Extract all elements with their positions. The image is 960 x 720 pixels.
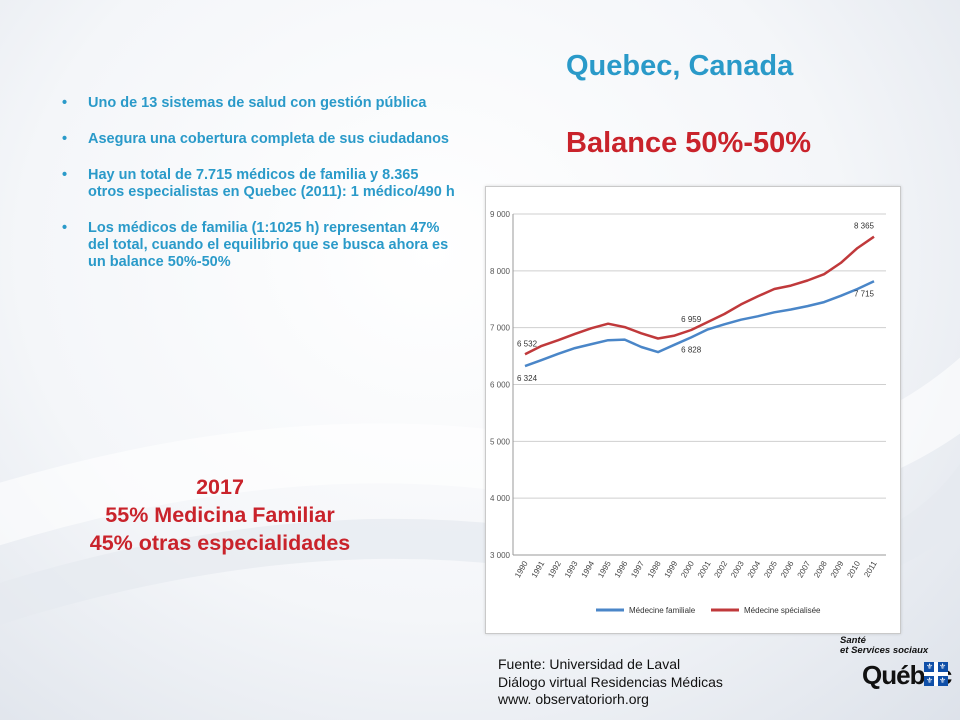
- slide-subtitle: Balance 50%-50%: [566, 127, 812, 159]
- slide-title: Quebec, Canada: [566, 50, 794, 82]
- x-tick-label: 1998: [646, 559, 663, 579]
- source-line: www. observatoriorh.org: [498, 691, 649, 707]
- highlight-year: 2017: [196, 475, 244, 499]
- y-tick-label: 5 000: [490, 437, 511, 446]
- x-tick-label: 2001: [696, 559, 713, 579]
- x-tick-label: 2008: [812, 559, 829, 579]
- y-tick-label: 9 000: [490, 210, 511, 219]
- quebec-logo: Santé et Services sociaux Québec ⚜ ⚜ ⚜ ⚜: [840, 636, 952, 692]
- x-tick-label: 1994: [580, 559, 597, 579]
- y-tick-label: 7 000: [490, 324, 511, 333]
- bullet-marker: •: [62, 167, 68, 183]
- x-tick-label: 2002: [712, 559, 729, 579]
- data-label: 6 324: [517, 374, 538, 383]
- bullet-marker: •: [62, 131, 68, 147]
- bullet-text: Uno de 13 sistemas de salud con gestión …: [88, 95, 427, 111]
- x-tick-label: 2011: [862, 559, 879, 579]
- logo-line: et Services sociaux: [840, 645, 929, 656]
- data-label: 7 715: [854, 289, 875, 298]
- data-label: 6 959: [681, 315, 702, 324]
- y-tick-label: 6 000: [490, 381, 511, 390]
- x-tick-label: 1993: [563, 559, 580, 579]
- x-tick-label: 2010: [845, 559, 862, 579]
- legend-label: Médecine familiale: [629, 606, 696, 615]
- legend-label: Médecine spécialisée: [744, 606, 821, 615]
- highlight-line-family: 55% Medicina Familiar: [105, 503, 335, 527]
- physician-chart: 3 000 4 000 5 000 6 000 7 000 8 000 9 000 1990 1…: [485, 186, 901, 634]
- x-tick-label: 2000: [679, 559, 696, 579]
- x-tick-label: 2005: [762, 559, 779, 579]
- x-tick-label: 2007: [796, 559, 813, 579]
- bullet-item: • Uno de 13 sistemas de salud con gestión…: [62, 95, 457, 112]
- logo-line: Santé: [840, 635, 866, 646]
- data-label: 6 532: [517, 339, 538, 348]
- x-tick-label: 1991: [530, 559, 547, 579]
- fleurdelise-flag-icon: ⚜ ⚜ ⚜ ⚜: [924, 662, 948, 686]
- bullet-text: Hay un total de 7.715 médicos de familia…: [88, 167, 455, 200]
- x-tick-label: 1992: [546, 559, 563, 579]
- bullet-marker: •: [62, 220, 68, 236]
- bullet-list: • Uno de 13 sistemas de salud con gestión…: [62, 95, 457, 290]
- bullet-item: • Asegura una cobertura completa de sus c…: [62, 131, 457, 148]
- x-tick-label: 2006: [779, 559, 796, 579]
- x-tick-label: 1996: [613, 559, 630, 579]
- y-tick-label: 8 000: [490, 267, 511, 276]
- bullet-item: • Hay un total de 7.715 médicos de famili…: [62, 167, 457, 201]
- y-tick-label: 3 000: [490, 551, 511, 560]
- x-tick-label: 2009: [829, 559, 846, 579]
- bullet-item: • Los médicos de familia (1:1025 h) repre…: [62, 220, 457, 271]
- x-tick-label: 1995: [596, 559, 613, 579]
- bullet-marker: •: [62, 95, 68, 111]
- highlight-line-specialties: 45% otras especialidades: [89, 531, 351, 555]
- x-tick-label: 1997: [629, 559, 646, 579]
- source-note: Fuente: Universidad de Laval Diálogo vir…: [498, 656, 723, 709]
- data-label: 6 828: [681, 345, 702, 354]
- source-line: Diálogo virtual Residencias Médicas: [498, 673, 723, 690]
- x-tick-label: 2003: [729, 559, 746, 579]
- series-line-specialisee: [524, 235, 875, 356]
- bullet-text: Asegura una cobertura completa de sus ci…: [88, 131, 449, 147]
- data-label: 8 365: [854, 222, 875, 231]
- series-line-familiale: [524, 280, 875, 368]
- x-tick-label: 2004: [746, 559, 763, 579]
- source-line: Fuente: Universidad de Laval: [498, 656, 681, 672]
- bullet-text: Los médicos de familia (1:1025 h) repres…: [88, 220, 449, 270]
- y-tick-label: 4 000: [490, 494, 511, 503]
- x-tick-label: 1999: [663, 559, 680, 579]
- target-2017-highlight: 2017 55% Medicina Familiar 45% otras esp…: [40, 473, 400, 557]
- x-tick-label: 1990: [513, 559, 530, 579]
